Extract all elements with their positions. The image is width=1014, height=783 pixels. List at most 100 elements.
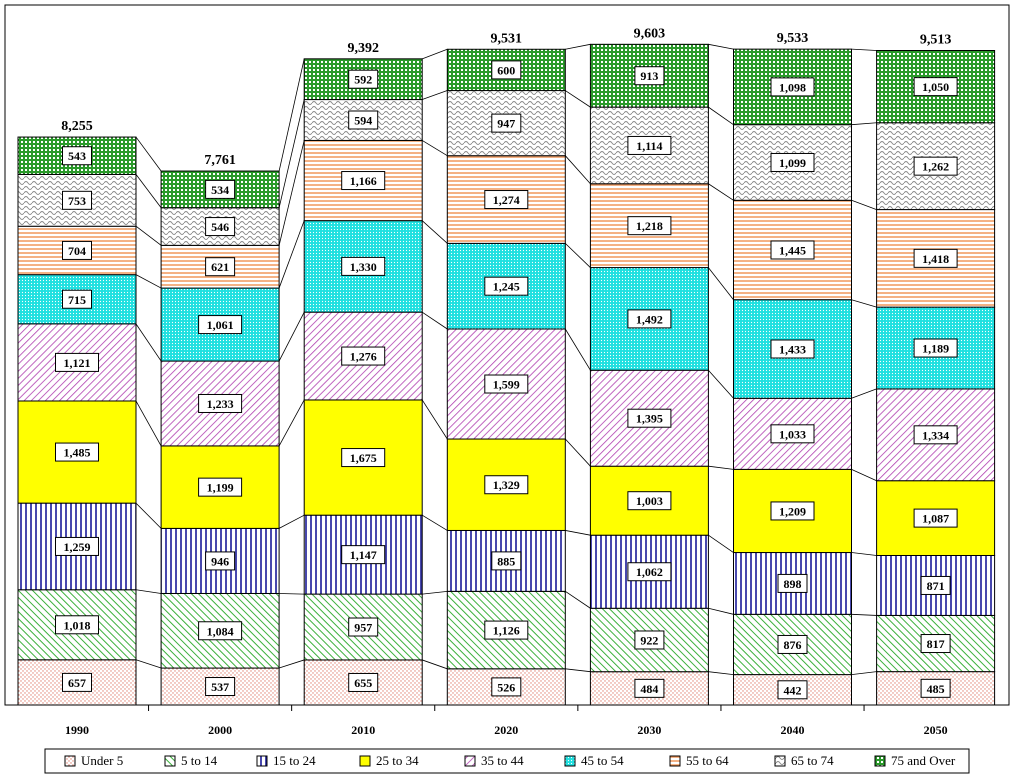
bar-stack-2000: 537 1,084 946 1,199 1,233 1,061 621 546 534 <box>160 170 280 706</box>
data-label: 1,087 <box>922 512 949 526</box>
total-label: 9,531 <box>491 31 523 46</box>
data-label-box <box>913 508 958 528</box>
bar-stack-2050: 485 817 871 1,087 1,334 1,189 1,418 1,262 1,050 <box>876 50 996 706</box>
legend-item: 35 to 44 <box>464 753 524 768</box>
legend-label: 35 to 44 <box>481 753 524 768</box>
total-label: 9,533 <box>777 31 809 46</box>
data-label-box <box>913 248 958 268</box>
data-label-box <box>198 477 243 497</box>
legend-item: Under 5 <box>64 753 123 768</box>
data-label: 484 <box>640 682 658 696</box>
data-label: 543 <box>68 149 86 163</box>
data-label: 1,485 <box>64 446 91 460</box>
bar-stack-2020: 526 1,126 885 1,329 1,599 1,245 1,274 947 600 <box>446 48 566 706</box>
data-label: 704 <box>68 244 86 258</box>
data-label-box <box>62 190 92 210</box>
data-label-box <box>634 678 665 698</box>
data-label-box <box>205 257 236 277</box>
connector-line <box>851 388 877 399</box>
legend-swatch <box>64 755 76 767</box>
category-label: 2000 <box>208 723 232 737</box>
connector-line <box>421 140 448 157</box>
data-label: 871 <box>927 579 945 593</box>
data-label-box <box>348 672 379 692</box>
data-label: 1,189 <box>922 342 949 356</box>
legend-item: 45 to 54 <box>564 753 624 768</box>
connector-line <box>278 58 305 172</box>
data-label: 1,018 <box>64 618 91 632</box>
legend-label: 15 to 24 <box>273 753 316 768</box>
connector-line <box>565 90 591 108</box>
data-label: 1,209 <box>779 504 806 518</box>
data-label-box <box>341 256 386 276</box>
total-label: 9,513 <box>920 33 952 48</box>
data-label: 534 <box>211 183 229 197</box>
connector-line <box>565 591 591 609</box>
data-label-box <box>770 240 815 260</box>
data-label: 913 <box>640 69 658 83</box>
connector-line <box>565 530 591 536</box>
legend-label: 45 to 54 <box>581 753 624 768</box>
data-label-box <box>62 672 92 692</box>
data-label-box <box>205 677 236 697</box>
data-label: 1,599 <box>493 378 520 392</box>
data-label-box <box>198 393 243 413</box>
total-label: 7,761 <box>204 153 236 168</box>
connector-line <box>422 90 448 100</box>
legend-swatch <box>464 755 476 767</box>
data-label-box <box>627 491 672 511</box>
connector-line <box>278 514 305 529</box>
data-label-box <box>634 66 665 86</box>
bar-stack-2030: 484 922 1,062 1,003 1,395 1,492 1,218 1,114 913 <box>589 43 709 706</box>
connector-lines <box>135 43 877 675</box>
data-label: 1,395 <box>636 412 663 426</box>
data-label-box <box>55 536 99 556</box>
connector-line <box>708 267 734 300</box>
legend-item: 15 to 24 <box>256 753 316 768</box>
connector-line <box>279 593 305 595</box>
data-label: 1,084 <box>207 624 234 638</box>
data-label-box <box>777 680 808 700</box>
data-label-box <box>770 339 815 359</box>
data-label: 1,274 <box>493 193 520 207</box>
connector-line <box>278 220 305 289</box>
connector-line <box>708 43 734 50</box>
data-label: 1,199 <box>207 481 234 495</box>
connector-line <box>851 199 877 210</box>
data-label-box <box>205 551 236 571</box>
data-label: 1,061 <box>207 318 234 332</box>
connector-line <box>135 323 162 362</box>
category-label: 2050 <box>924 723 948 737</box>
legend-swatch <box>774 755 786 767</box>
legend-label: 75 and Over <box>891 753 956 768</box>
data-label: 957 <box>354 621 372 635</box>
data-label: 594 <box>354 113 372 127</box>
data-label-box <box>348 69 379 89</box>
total-labels: 8,255 7,761 9,392 9,531 9,603 9,533 9,513 <box>61 26 951 168</box>
connector-line <box>135 274 162 289</box>
connector-line <box>278 140 305 246</box>
data-label-box <box>920 575 951 595</box>
connector-line <box>135 400 162 447</box>
connector-line <box>708 106 734 125</box>
data-label: 1,262 <box>922 160 949 174</box>
data-label: 817 <box>927 637 945 651</box>
data-label: 1,147 <box>350 548 377 562</box>
connector-line <box>708 465 734 470</box>
data-label: 1,334 <box>922 428 949 442</box>
data-label-box <box>627 135 672 155</box>
connector-line <box>708 183 734 201</box>
data-label-box <box>777 573 808 593</box>
data-label-box <box>55 615 99 635</box>
data-label-box <box>770 77 815 97</box>
category-label: 1990 <box>65 723 89 737</box>
legend-swatch <box>256 755 268 767</box>
data-label: 1,433 <box>779 342 806 356</box>
data-label-box <box>627 408 672 428</box>
legend-swatch <box>164 755 176 767</box>
connector-line <box>278 311 305 362</box>
legend-swatch <box>874 755 886 767</box>
data-label: 1,050 <box>922 80 949 94</box>
data-label: 1,445 <box>779 243 806 257</box>
